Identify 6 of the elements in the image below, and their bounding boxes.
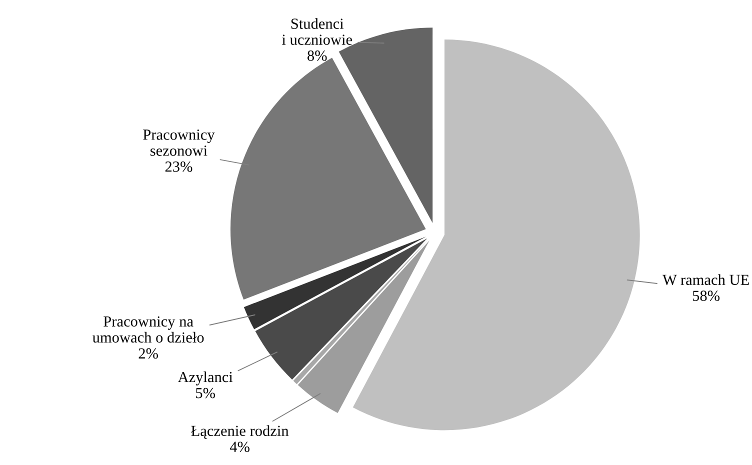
slice-label: W ramach UE 58% [662, 274, 749, 302]
slice-label: Łączenie rodzin 4% [191, 425, 289, 452]
slice-label: Studenci i uczniowie 8% [282, 18, 352, 61]
slice-label: Pracownicy sezonowi 23% [143, 130, 215, 172]
slice-label: Azylanci 5% [178, 371, 233, 398]
slice-label: Pracownicy na umowach o dzieło 2% [92, 316, 204, 359]
